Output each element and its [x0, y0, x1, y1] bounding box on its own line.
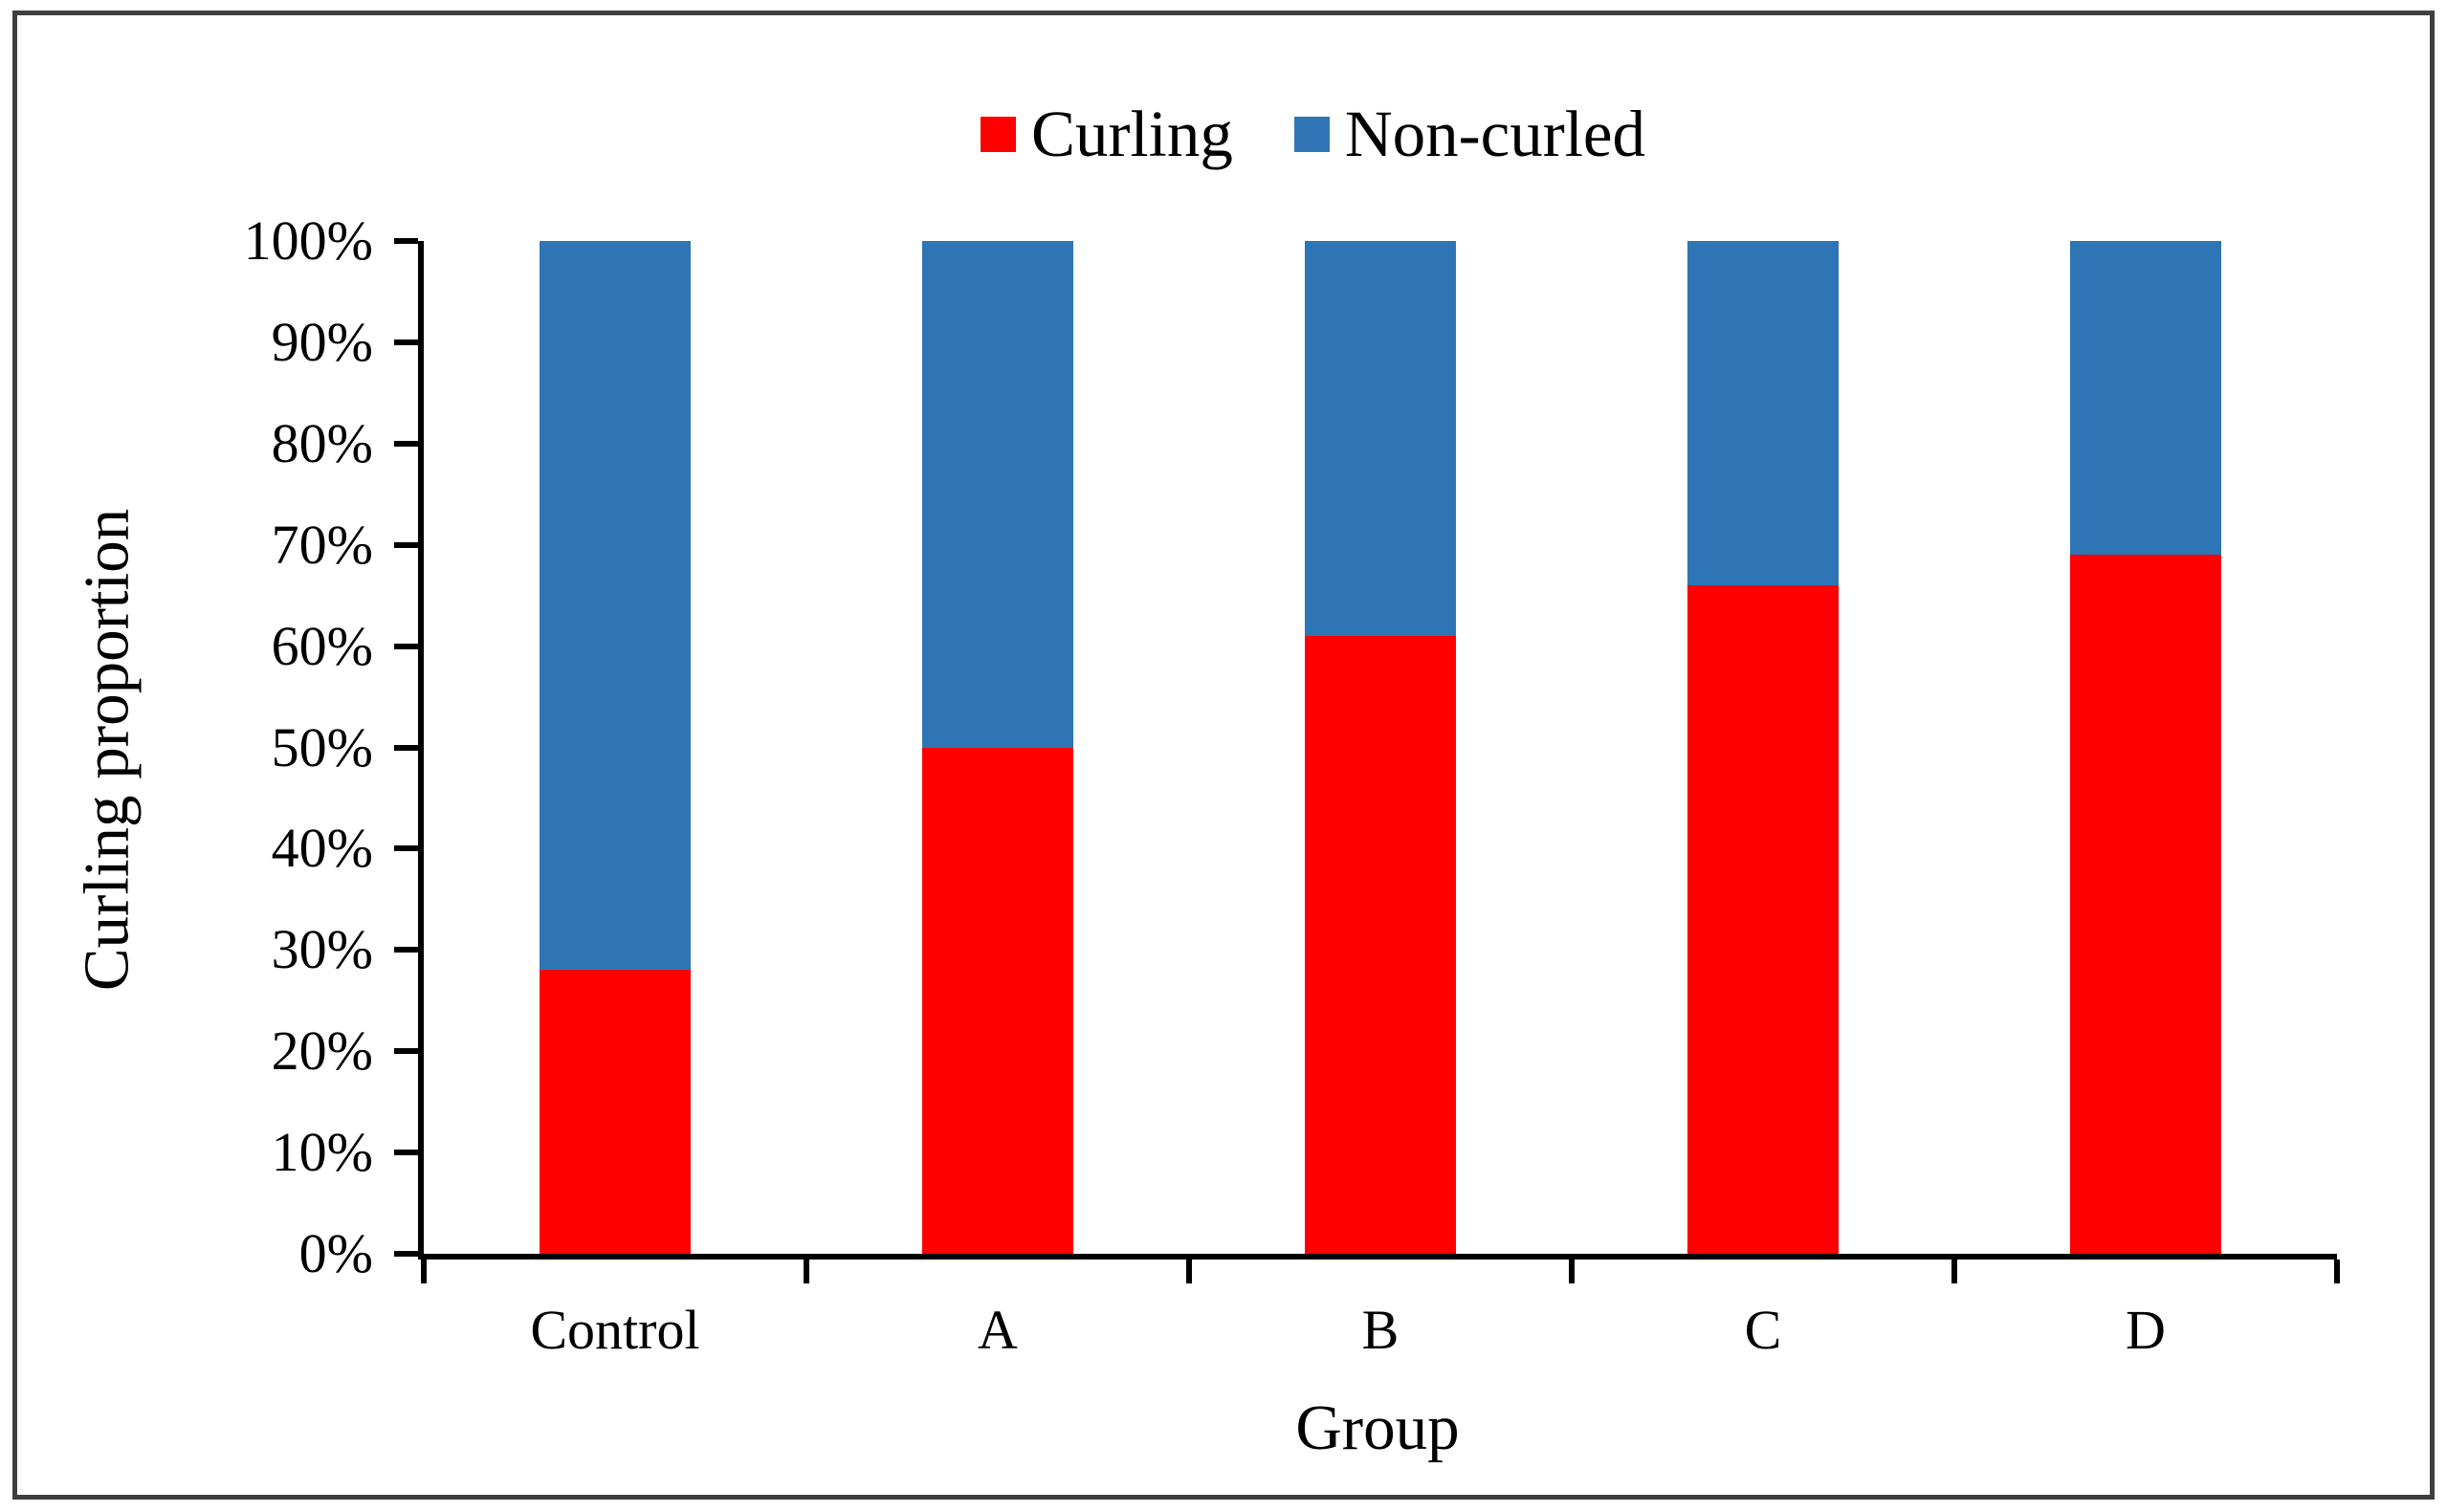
x-tick-label-a: A [978, 1299, 1018, 1361]
legend-swatch-curling-icon [981, 116, 1016, 152]
bar-segment-non-curled-a [922, 241, 1073, 748]
bar-column-d [2070, 241, 2221, 1254]
y-tick [394, 947, 418, 953]
x-tick-label-d: D [2126, 1299, 2166, 1361]
bar-segment-non-curled-b [1305, 241, 1456, 636]
legend: Curling Non-curled [981, 96, 1645, 172]
y-tick-label: 80% [271, 411, 373, 474]
legend-swatch-non-curled-icon [1293, 116, 1330, 152]
bar-column-c [1687, 241, 1839, 1254]
y-tick [394, 339, 418, 345]
bar-segment-non-curled-d [2070, 241, 2221, 556]
legend-item-non-curled: Non-curled [1293, 97, 1646, 170]
bar-segment-curling-control [540, 970, 691, 1254]
y-tick [394, 744, 418, 751]
y-tick [394, 1251, 418, 1257]
legend-label-curling: Curling [1031, 97, 1233, 170]
bar-segment-non-curled-c [1687, 241, 1839, 586]
x-tick-label-control: Control [530, 1299, 700, 1361]
y-tick-label: 100% [243, 209, 373, 272]
bar-column-control [540, 241, 691, 1254]
y-axis-title: Curling proportion [71, 508, 143, 992]
bar-segment-non-curled-control [540, 241, 691, 971]
y-tick-label: 60% [271, 614, 373, 677]
y-tick-label: 70% [271, 513, 373, 576]
x-tick [1186, 1260, 1192, 1283]
legend-item-curling: Curling [981, 97, 1233, 170]
x-tick [2334, 1260, 2340, 1283]
y-tick [394, 440, 418, 447]
legend-label-non-curled: Non-curled [1344, 97, 1646, 170]
bar-segment-curling-b [1305, 636, 1456, 1254]
bar-column-b [1305, 241, 1456, 1254]
x-tick [1951, 1260, 1957, 1283]
y-tick-label: 0% [298, 1222, 373, 1284]
x-tick [421, 1260, 427, 1283]
bar-column-a [922, 241, 1073, 1254]
y-tick [394, 1048, 418, 1055]
x-tick [804, 1260, 809, 1283]
plot-area: 0% 10% 20% 30% 40% 50% 60% 70% 80% 90% 100% Control… [244, 209, 2340, 1361]
y-tick-label: 10% [271, 1121, 373, 1184]
y-tick-label: 50% [271, 715, 373, 778]
x-tick [1569, 1260, 1575, 1283]
y-tick [394, 1150, 418, 1156]
x-tick-label-b: B [1361, 1299, 1400, 1361]
x-axis-title: Group [1295, 1392, 1460, 1463]
y-tick-label: 30% [271, 918, 373, 981]
y-tick [394, 238, 418, 244]
y-tick [394, 541, 418, 548]
bar-segment-curling-c [1687, 585, 1839, 1254]
bar-segment-curling-d [2070, 555, 2221, 1254]
y-tick-label: 40% [271, 817, 373, 880]
bar-segment-curling-a [922, 747, 1073, 1254]
y-tick [394, 845, 418, 852]
y-tick [394, 643, 418, 649]
x-tick-label-c: C [1744, 1299, 1782, 1361]
y-tick-label: 90% [271, 310, 373, 373]
y-tick-label: 20% [271, 1019, 373, 1083]
